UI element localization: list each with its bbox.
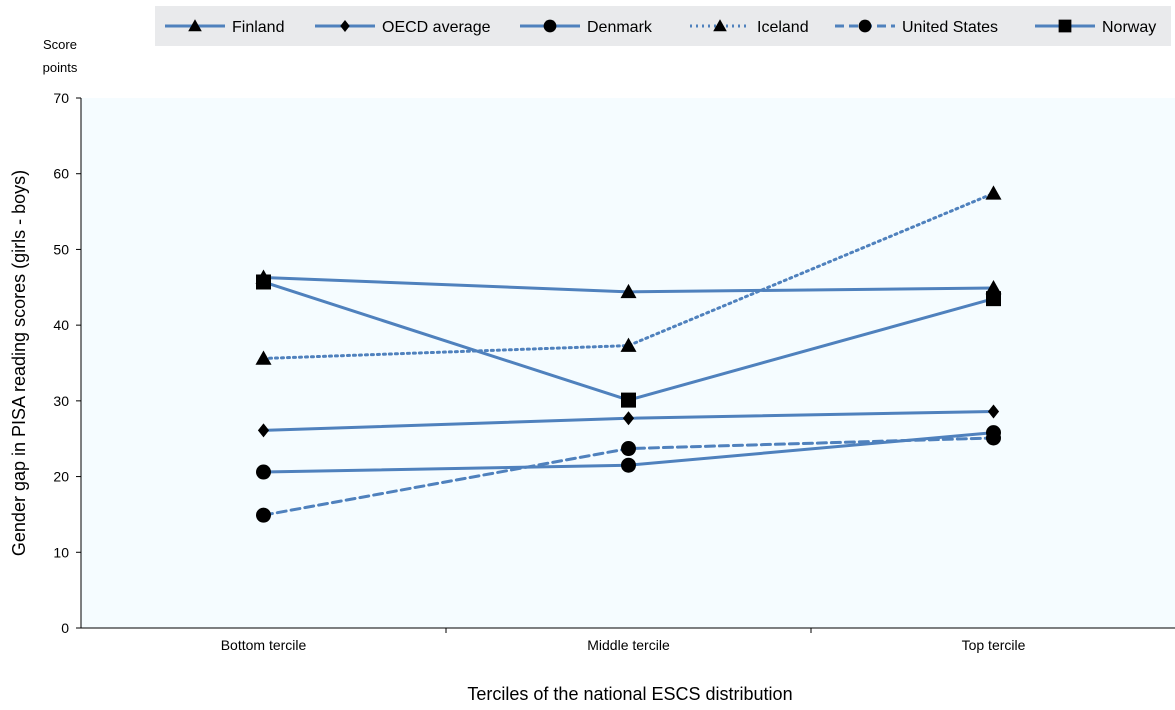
y-tick-label: 70: [53, 90, 69, 106]
y-axis-title: Gender gap in PISA reading scores (girls…: [9, 170, 29, 556]
data-point-denmark: [256, 464, 271, 480]
data-point-united-states: [256, 507, 271, 523]
y-tick-label: 40: [53, 317, 69, 333]
data-point-iceland: [985, 185, 1002, 200]
x-tick-label: Bottom tercile: [221, 637, 307, 653]
plot-area: [81, 98, 1175, 628]
legend-item-iceland: Iceland: [690, 19, 809, 36]
y-tick-label: 50: [53, 241, 69, 257]
y-tick-label: 10: [53, 544, 69, 560]
data-point-iceland: [255, 350, 272, 365]
legend-item-finland: Finland: [165, 19, 284, 36]
data-point-norway: [621, 392, 636, 408]
legend-item-norway: Norway: [1035, 19, 1156, 36]
data-point-united-states: [621, 441, 636, 457]
legend: Finland OECD average Denmark Iceland United …: [165, 19, 1156, 36]
y-axis-ticks: 0 10 20 30 40 50 60 70: [53, 90, 81, 636]
data-point-finland: [620, 283, 637, 299]
legend-label-iceland: Iceland: [757, 19, 809, 36]
legend-background: [155, 6, 1171, 46]
y-tick-label: 30: [53, 393, 69, 409]
x-tick-label: Middle tercile: [587, 637, 670, 653]
unit-label-line-1: Score: [43, 37, 77, 52]
series-iceland: [255, 185, 1002, 365]
legend-marker-oecd-average: [340, 20, 350, 32]
data-point-oecd-average: [622, 411, 635, 426]
legend-marker-united-states: [858, 19, 872, 33]
y-tick-label: 60: [53, 166, 69, 182]
legend-marker-denmark: [543, 19, 557, 33]
legend-marker-iceland: [713, 19, 727, 32]
series-oecd-average: [257, 404, 1000, 438]
series-layer: [255, 185, 1002, 523]
legend-marker-norway: [1058, 19, 1072, 33]
data-point-oecd-average: [987, 404, 1000, 419]
legend-marker-finland: [188, 19, 202, 32]
data-point-norway: [986, 291, 1001, 307]
legend-label-united-states: United States: [902, 19, 998, 36]
series-united-states: [256, 430, 1001, 523]
unit-label-line-2: points: [43, 60, 78, 75]
y-tick-label: 0: [61, 620, 69, 636]
legend-label-denmark: Denmark: [587, 19, 653, 36]
legend-label-finland: Finland: [232, 19, 284, 36]
x-axis-title: Terciles of the national ESCS distributi…: [467, 684, 792, 704]
data-point-finland: [985, 280, 1002, 295]
x-tick-label: Top tercile: [962, 637, 1026, 653]
data-point-iceland: [620, 337, 637, 352]
series-norway: [256, 274, 1001, 408]
legend-item-oecd-average: OECD average: [315, 19, 491, 36]
legend-label-norway: Norway: [1102, 19, 1156, 36]
data-point-oecd-average: [257, 423, 270, 438]
x-axis-ticks: Bottom tercile Middle tercile Top tercile: [221, 628, 1026, 653]
data-point-norway: [256, 274, 271, 290]
data-point-denmark: [621, 457, 636, 473]
legend-item-denmark: Denmark: [520, 19, 653, 36]
legend-label-oecd-average: OECD average: [382, 19, 491, 36]
legend-item-united-states: United States: [835, 19, 998, 36]
y-tick-label: 20: [53, 469, 69, 485]
data-point-united-states: [986, 430, 1001, 446]
